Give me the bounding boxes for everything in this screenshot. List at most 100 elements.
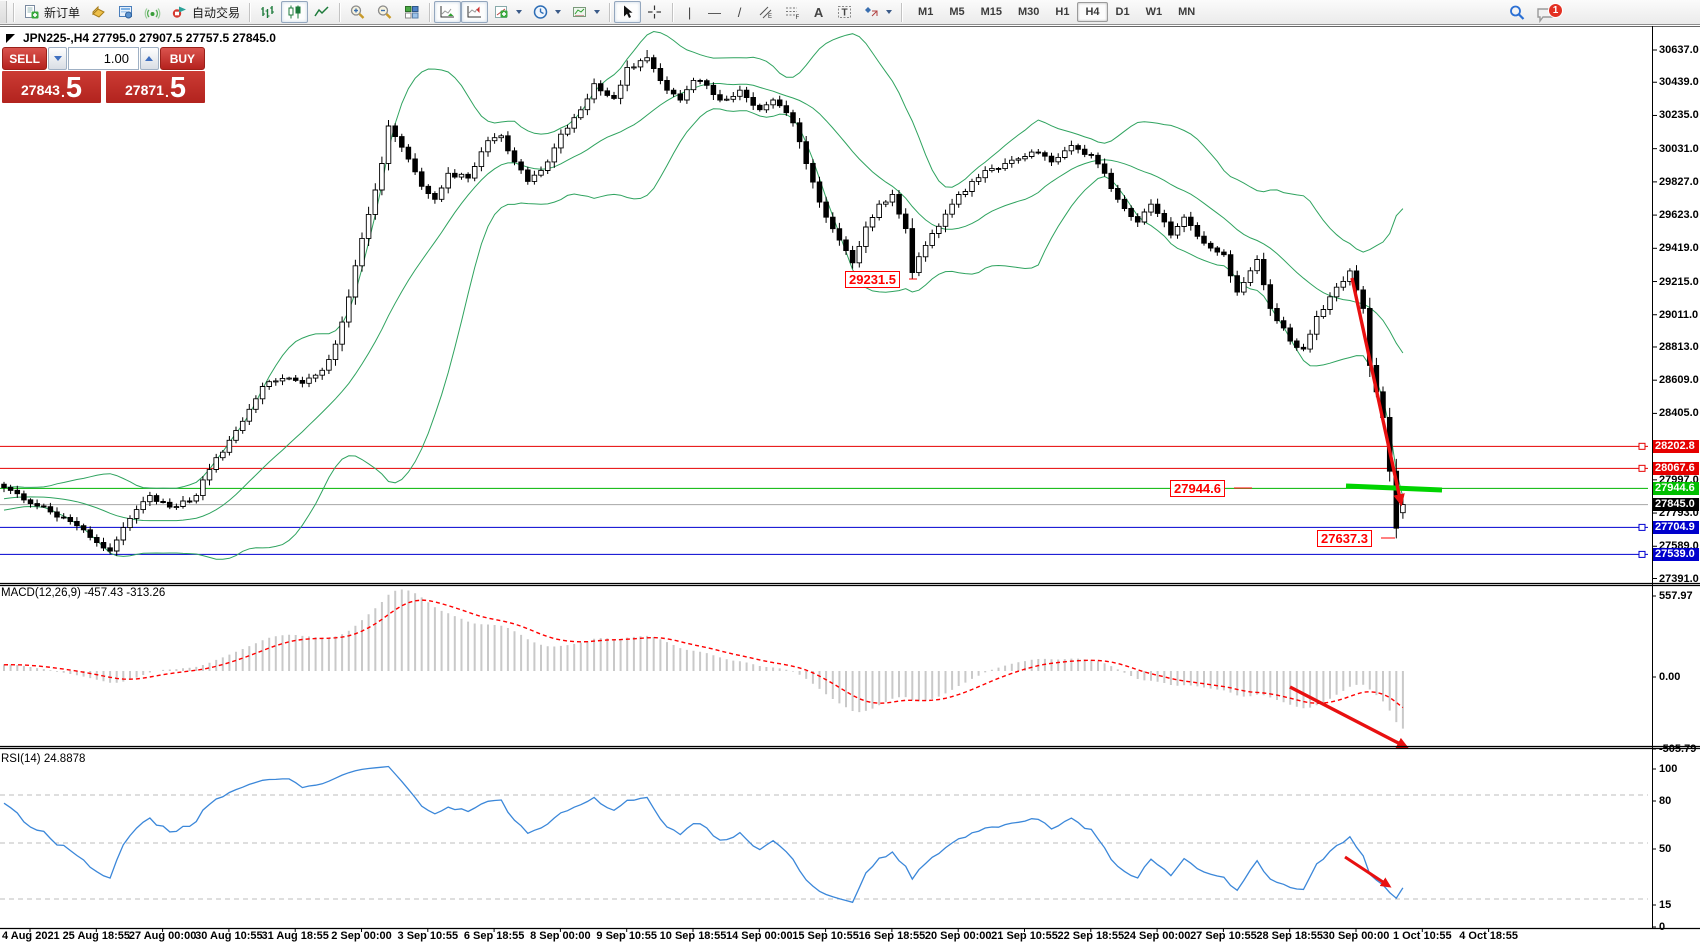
cursor-icon xyxy=(624,5,633,18)
market-watch-icon xyxy=(119,6,133,19)
toolbar-separator xyxy=(339,2,341,22)
market-watch-button[interactable] xyxy=(112,1,139,23)
volume-decrease-button[interactable] xyxy=(48,47,67,70)
autotrading-label: 自动交易 xyxy=(192,5,241,20)
chevron-down-icon xyxy=(555,10,562,14)
new-order-button[interactable]: 新订单 xyxy=(18,1,85,23)
text-label-tool-button[interactable]: T xyxy=(831,1,858,23)
zoom-out-icon xyxy=(377,5,392,19)
timeframe-H1[interactable]: H1 xyxy=(1055,6,1070,18)
chart-shift-button[interactable] xyxy=(461,1,489,23)
sell-price[interactable]: 27843. 5 xyxy=(2,71,101,103)
toolbar-separator xyxy=(429,2,431,22)
search-icon[interactable] xyxy=(1508,4,1526,22)
text-label-icon: T xyxy=(838,6,852,19)
equidistant-channel-tool-button[interactable]: E xyxy=(752,1,779,23)
add-indicator-icon xyxy=(495,6,508,18)
timeframe-toolbar: M1 M5 M15 M30 H1 H4 D1 W1 MN xyxy=(910,2,1203,22)
new-order-label: 新订单 xyxy=(44,5,81,20)
signals-icon xyxy=(144,8,161,19)
timeframe-M5[interactable]: M5 xyxy=(949,6,965,18)
trendline-tool-button[interactable]: / xyxy=(727,1,752,23)
autotrading-icon xyxy=(172,6,187,18)
signals-button[interactable] xyxy=(139,1,166,23)
candlestick-chart-icon xyxy=(288,5,301,19)
rsi-label: RSI(14) 24.8878 xyxy=(1,753,86,765)
chart-window[interactable] xyxy=(0,26,1700,943)
crosshair-icon xyxy=(648,5,662,19)
chart-shift-icon xyxy=(467,6,482,18)
fibonacci-icon: F xyxy=(786,7,800,20)
timeframe-M1[interactable]: M1 xyxy=(918,6,934,18)
vertical-line-tool-button[interactable]: | xyxy=(677,1,702,23)
svg-text:T: T xyxy=(842,8,848,19)
toolbar-separator xyxy=(609,2,611,22)
notifications-button[interactable]: 1 xyxy=(1536,2,1564,24)
main-toolbar: 新订单 自动交易 xyxy=(0,0,1700,25)
volume-input[interactable] xyxy=(68,47,139,70)
bar-chart-icon xyxy=(261,6,275,18)
profiles-button[interactable] xyxy=(85,1,112,23)
tile-windows-button[interactable] xyxy=(398,1,425,23)
indicators-button[interactable] xyxy=(488,1,527,23)
buy-button[interactable]: BUY xyxy=(159,47,205,70)
timeframe-M30[interactable]: M30 xyxy=(1018,6,1040,18)
main-price-pane[interactable] xyxy=(0,54,1652,609)
autotrading-button[interactable]: 自动交易 xyxy=(166,1,245,23)
toolbar-separator xyxy=(13,2,14,22)
crosshair-tool-button[interactable] xyxy=(641,1,668,23)
svg-text:E: E xyxy=(768,14,772,20)
bar-chart-button[interactable] xyxy=(254,1,281,23)
toolbar-separator xyxy=(249,2,251,22)
zoom-in-icon xyxy=(350,5,365,19)
price-axis[interactable] xyxy=(1653,53,1700,943)
chevron-down-icon xyxy=(886,10,893,14)
timeframe-W1[interactable]: W1 xyxy=(1145,6,1163,18)
new-order-icon xyxy=(25,5,39,19)
macd-label: MACD(12,26,9) -457.43 -313.26 xyxy=(1,587,166,599)
fibonacci-tool-button[interactable]: F xyxy=(779,1,806,23)
sell-button[interactable]: SELL xyxy=(2,47,48,70)
timeframe-MN[interactable]: MN xyxy=(1178,6,1196,18)
zoom-out-button[interactable] xyxy=(371,1,398,23)
line-chart-button[interactable] xyxy=(308,1,335,23)
arrows-tool-button[interactable] xyxy=(858,1,897,23)
buy-price[interactable]: 27871. 5 xyxy=(106,71,205,103)
down-arrow-icon xyxy=(53,56,62,61)
vertical-line-icon: | xyxy=(687,4,692,20)
line-chart-icon xyxy=(314,6,329,17)
notification-badge: 1 xyxy=(1548,2,1563,18)
profiles-icon xyxy=(92,5,105,18)
rsi-pane[interactable] xyxy=(0,776,1652,943)
templates-button[interactable] xyxy=(566,1,605,23)
text-tool-button[interactable]: A xyxy=(806,1,831,23)
arrows-tool-icon xyxy=(865,7,878,17)
toolbar-separator xyxy=(901,2,903,22)
text-icon: A xyxy=(813,4,824,20)
auto-scroll-button[interactable] xyxy=(434,1,462,23)
horizontal-line-tool-button[interactable]: — xyxy=(702,1,727,23)
clipped-toolbar-button[interactable] xyxy=(0,1,7,23)
chart-title-text: JPN225-,H4 27795.0 27907.5 27757.5 27845… xyxy=(23,31,276,45)
toolbar-separator xyxy=(672,2,674,22)
up-arrow-icon xyxy=(145,56,154,61)
equidistant-channel-icon: E xyxy=(759,6,772,20)
timeframe-H4[interactable]: H4 xyxy=(1077,2,1108,22)
window-marker-icon xyxy=(6,33,15,43)
tile-windows-icon xyxy=(405,6,419,19)
svg-text:F: F xyxy=(796,15,800,20)
chart-title: JPN225-,H4 27795.0 27907.5 27757.5 27845… xyxy=(6,31,276,45)
one-click-trading-panel: SELL BUY 27843.5 27871.5 xyxy=(2,47,205,103)
volume-increase-button[interactable] xyxy=(140,47,159,70)
trendline-icon: / xyxy=(737,4,742,20)
timeframe-M15[interactable]: M15 xyxy=(980,6,1002,18)
cursor-tool-button[interactable] xyxy=(614,1,642,23)
clock-icon xyxy=(533,5,548,19)
chevron-down-icon xyxy=(516,10,523,14)
macd-pane[interactable] xyxy=(0,612,1652,773)
periods-button[interactable] xyxy=(527,1,566,23)
candlestick-chart-button[interactable] xyxy=(281,1,309,23)
timeframe-D1[interactable]: D1 xyxy=(1115,6,1130,18)
chevron-down-icon xyxy=(594,10,601,14)
zoom-in-button[interactable] xyxy=(344,1,371,23)
